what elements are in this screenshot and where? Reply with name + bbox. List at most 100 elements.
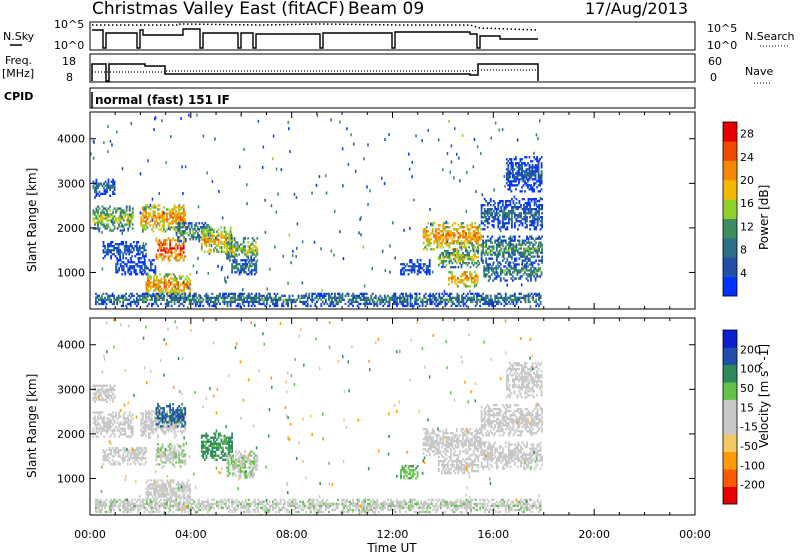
data-cell (169, 245, 171, 248)
data-cell (306, 296, 309, 299)
data-cell (396, 300, 398, 304)
data-cell (422, 234, 425, 237)
data-cell (429, 302, 432, 306)
data-cell (143, 206, 146, 209)
data-cell (445, 226, 448, 229)
data-cell (244, 245, 247, 248)
data-cell (451, 252, 454, 255)
data-cell (439, 262, 442, 265)
data-cell (509, 174, 511, 177)
data-cell (472, 264, 475, 267)
data-cell (465, 262, 467, 265)
data-cell (525, 184, 528, 187)
scatter-cell (532, 269, 534, 273)
data-cell (512, 245, 515, 248)
data-cell (146, 206, 149, 209)
data-cell (108, 457, 111, 460)
scatter-cell (334, 209, 336, 213)
data-cell (141, 426, 144, 429)
data-cell (405, 298, 407, 301)
data-cell (472, 226, 475, 229)
data-cell (166, 239, 168, 242)
data-cell (119, 253, 121, 256)
data-cell (460, 240, 463, 243)
data-cell (530, 261, 533, 264)
data-cell (445, 240, 448, 243)
data-cell (539, 237, 542, 240)
data-cell (244, 261, 247, 264)
data-cell (181, 232, 184, 235)
data-cell (514, 216, 516, 219)
scatter-cell (471, 246, 474, 250)
data-cell (178, 298, 180, 301)
data-cell (422, 269, 425, 272)
data-cell (107, 390, 110, 393)
data-cell (409, 300, 412, 304)
data-cell (518, 216, 521, 219)
data-cell (505, 168, 508, 171)
data-cell (427, 240, 430, 243)
data-cell (167, 294, 170, 297)
data-cell (141, 224, 144, 227)
data-cell (531, 160, 534, 163)
data-cell (527, 172, 529, 175)
data-cell (140, 422, 143, 425)
data-cell (459, 256, 461, 259)
data-cell (526, 255, 528, 258)
data-cell (106, 217, 108, 220)
data-cell (410, 271, 413, 274)
data-cell (225, 230, 227, 233)
data-cell (425, 232, 428, 235)
data-cell (518, 243, 521, 246)
data-cell (415, 298, 418, 301)
data-cell (441, 292, 444, 295)
data-cell (527, 174, 529, 177)
data-cell (128, 294, 131, 297)
data-cell (95, 186, 98, 189)
data-cell (194, 302, 197, 306)
data-cell (92, 384, 95, 387)
data-cell (515, 208, 518, 211)
colorbar-tick-label: 12 (740, 220, 754, 233)
data-cell (98, 411, 101, 414)
data-cell (535, 226, 537, 229)
data-cell (521, 174, 523, 177)
data-cell (477, 298, 480, 301)
data-cell (370, 294, 373, 297)
data-cell (454, 260, 457, 263)
data-cell (160, 255, 162, 258)
data-cell (279, 296, 282, 299)
data-cell (130, 267, 133, 270)
data-cell (113, 302, 115, 306)
data-cell (485, 239, 488, 242)
scatter-cell (535, 201, 537, 204)
data-cell (125, 263, 128, 266)
data-cell (157, 298, 159, 301)
data-cell (537, 275, 540, 278)
data-cell (206, 230, 208, 233)
data-cell (335, 300, 338, 304)
data-cell (178, 226, 181, 229)
data-cell (367, 296, 370, 299)
data-cell (424, 304, 427, 308)
data-cell (128, 207, 131, 210)
data-cell (219, 234, 221, 237)
data-cell (141, 296, 144, 299)
data-cell (308, 296, 311, 299)
data-cell (216, 248, 218, 251)
data-cell (487, 269, 490, 272)
data-cell (488, 300, 491, 304)
data-cell (96, 294, 99, 297)
data-cell (428, 263, 431, 266)
data-cell (465, 238, 467, 241)
data-cell (427, 234, 430, 237)
data-cell (185, 298, 188, 301)
data-cell (126, 455, 129, 458)
data-cell (500, 206, 503, 209)
data-cell (122, 265, 125, 268)
data-cell (247, 304, 250, 308)
data-cell (233, 243, 236, 246)
scatter-cell (533, 224, 535, 228)
data-cell (149, 294, 152, 297)
data-cell (515, 269, 517, 272)
